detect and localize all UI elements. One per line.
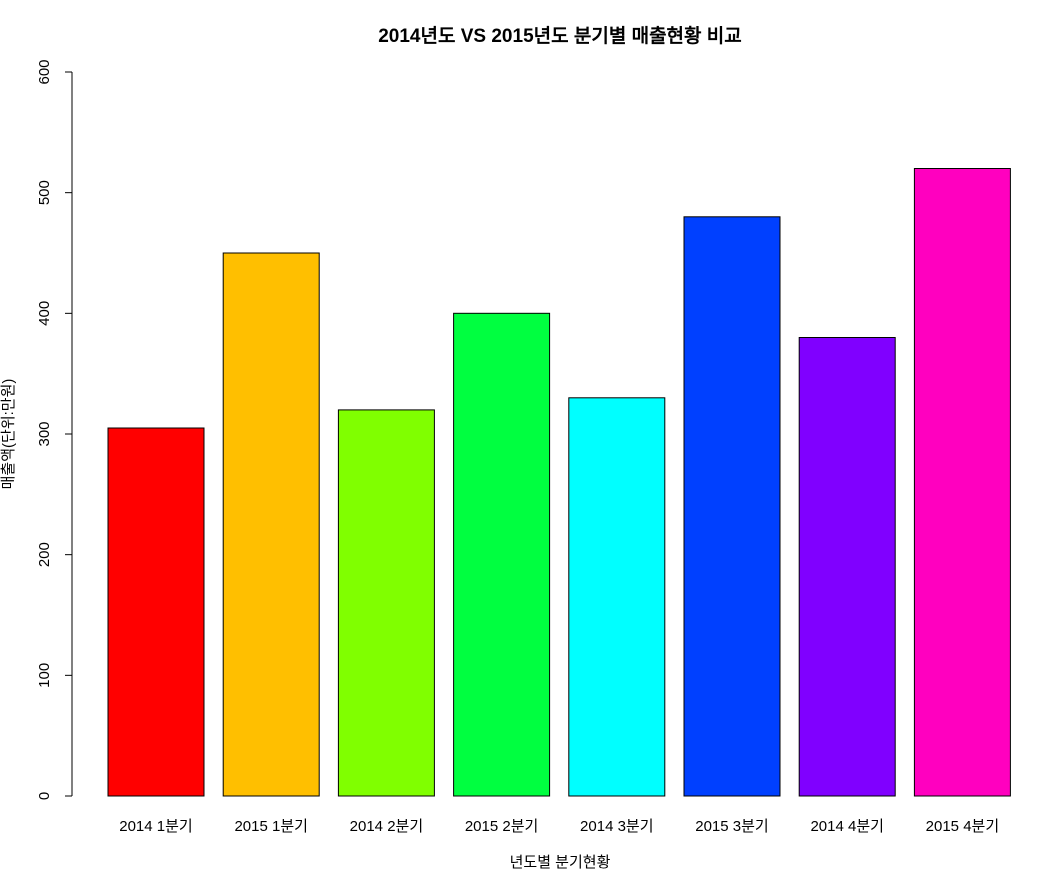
x-tick-label: 2015 4분기 <box>926 818 999 835</box>
bar-8 <box>913 168 1011 797</box>
bar-6 <box>683 216 781 797</box>
y-axis: 0 100 200 300 400 500 600 <box>36 59 73 800</box>
y-tick-label: 500 <box>36 180 53 205</box>
x-tick-label: 2014 3분기 <box>580 818 653 835</box>
bar-3 <box>337 409 435 797</box>
bar-1 <box>107 427 205 797</box>
x-tick-label: 2014 4분기 <box>810 818 883 835</box>
bars-group <box>107 168 1011 797</box>
x-tick-label: 2015 1분기 <box>234 818 307 835</box>
x-tick-label: 2015 2분기 <box>465 818 538 835</box>
x-tick-label: 2014 2분기 <box>350 818 423 835</box>
y-tick-label: 300 <box>36 421 53 446</box>
bar-7 <box>798 337 896 797</box>
chart-title: 2014년도 VS 2015년도 분기별 매출현황 비교 <box>378 24 742 47</box>
x-axis-label: 년도별 분기현황 <box>510 854 611 870</box>
y-tick-label: 0 <box>36 792 53 800</box>
x-tick-label: 2015 3분기 <box>695 818 768 835</box>
y-tick-label: 200 <box>36 542 53 567</box>
x-tick-label: 2014 1분기 <box>119 818 192 835</box>
y-tick-label: 100 <box>36 663 53 688</box>
x-tick-labels: 2014 1분기 2015 1분기 2014 2분기 2015 2분기 2014 3분기… <box>119 818 999 835</box>
y-axis-label: 매출액(단위:만원) <box>0 379 17 490</box>
bar-2 <box>222 252 320 797</box>
bar-4 <box>453 312 551 797</box>
bar-5 <box>568 397 666 797</box>
y-tick-label: 400 <box>36 301 53 326</box>
y-tick-label: 600 <box>36 59 53 84</box>
